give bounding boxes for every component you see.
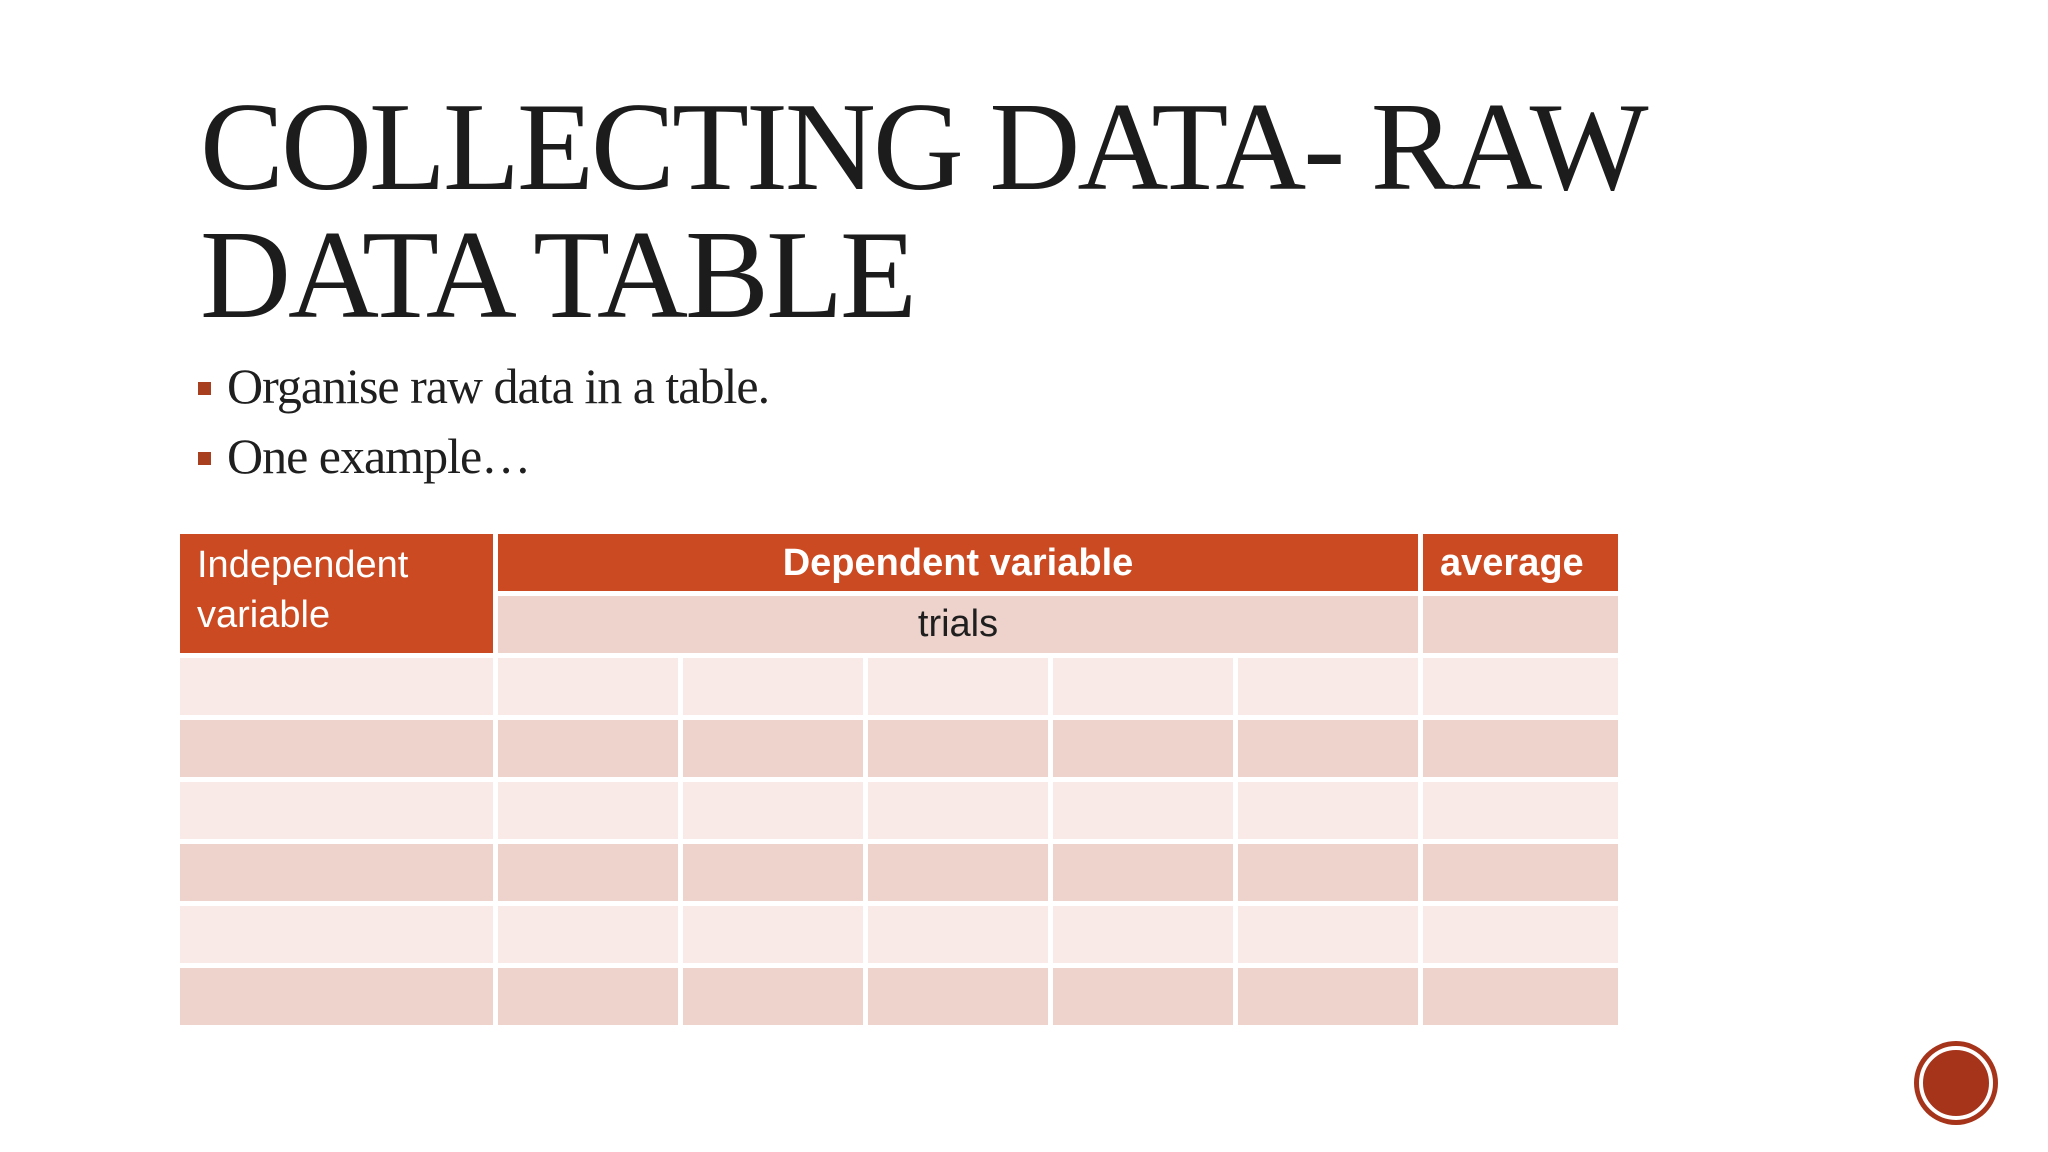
empty-cell — [1053, 844, 1233, 901]
table-row — [180, 844, 1619, 901]
empty-cell — [868, 906, 1048, 963]
empty-cell — [1423, 782, 1619, 839]
raw-data-table: Independent variable Dependent variable … — [175, 529, 1623, 1030]
bullet-text: One example… — [227, 428, 531, 484]
empty-cell — [868, 658, 1048, 715]
empty-cell — [1238, 968, 1419, 1025]
empty-cell — [868, 720, 1048, 777]
empty-cell — [683, 844, 863, 901]
empty-cell — [868, 844, 1048, 901]
stamp-circle-decoration — [1914, 1041, 1998, 1125]
empty-cell — [1053, 720, 1233, 777]
empty-cell — [1238, 658, 1419, 715]
table-row — [180, 906, 1619, 963]
empty-average-cell — [1423, 596, 1619, 653]
empty-cell — [1423, 844, 1619, 901]
empty-cell — [683, 782, 863, 839]
trials-label-cell: trials — [498, 596, 1419, 653]
independent-variable-header: Independent variable — [180, 534, 493, 653]
empty-cell — [1423, 906, 1619, 963]
empty-cell — [498, 658, 678, 715]
table-row — [180, 782, 1619, 839]
table-row — [180, 658, 1619, 715]
empty-cell — [180, 906, 493, 963]
title-line-2: DATA TABLE — [200, 206, 917, 345]
empty-cell — [180, 844, 493, 901]
empty-cell — [683, 968, 863, 1025]
empty-cell — [1423, 658, 1619, 715]
title-line-1: COLLECTING DATA- RAW — [200, 78, 1649, 217]
bullet-item: One example… — [198, 421, 769, 491]
empty-cell — [498, 720, 678, 777]
stamp-circle-ring-icon — [1919, 1046, 1993, 1120]
empty-cell — [1423, 968, 1619, 1025]
dependent-variable-header: Dependent variable — [498, 534, 1419, 591]
empty-cell — [1238, 906, 1419, 963]
empty-cell — [868, 968, 1048, 1025]
bullet-marker-icon — [198, 382, 211, 395]
empty-cell — [498, 968, 678, 1025]
bullet-text: Organise raw data in a table. — [227, 358, 770, 414]
empty-cell — [498, 844, 678, 901]
slide-title: COLLECTING DATA- RAW DATA TABLE — [200, 78, 1649, 345]
empty-cell — [683, 658, 863, 715]
bullet-item: Organise raw data in a table. — [198, 351, 770, 421]
empty-cell — [1238, 844, 1419, 901]
empty-cell — [1053, 906, 1233, 963]
table-row — [180, 968, 1619, 1025]
trials-row: trials — [180, 596, 1619, 653]
empty-cell — [498, 782, 678, 839]
average-header: average — [1423, 534, 1619, 591]
bullet-marker-icon — [198, 452, 211, 465]
bullet-list: Organise raw data in a table. One exampl… — [198, 351, 770, 491]
table-row — [180, 720, 1619, 777]
empty-cell — [1053, 782, 1233, 839]
empty-cell — [180, 658, 493, 715]
empty-cell — [498, 906, 678, 963]
empty-cell — [180, 968, 493, 1025]
empty-cell — [683, 906, 863, 963]
empty-cell — [1423, 720, 1619, 777]
empty-cell — [1238, 720, 1419, 777]
empty-cell — [180, 720, 493, 777]
empty-cell — [180, 782, 493, 839]
empty-cell — [683, 720, 863, 777]
empty-cell — [1053, 658, 1233, 715]
empty-cell — [1238, 782, 1419, 839]
table-header-row: Independent variable Dependent variable … — [180, 534, 1619, 653]
empty-cell — [868, 782, 1048, 839]
empty-cell — [1053, 968, 1233, 1025]
